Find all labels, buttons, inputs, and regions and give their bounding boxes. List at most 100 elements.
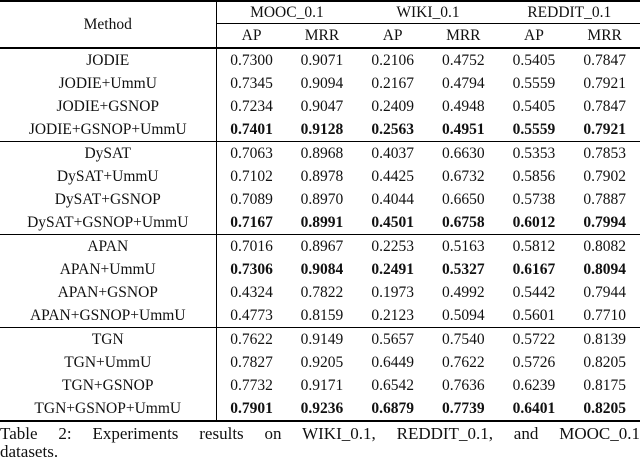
value-cell: 0.7847 [583, 52, 626, 69]
value-cell: 0.8175 [583, 377, 626, 394]
subheader-mrr-wiki: MRR [427, 23, 499, 49]
value-cell: 0.2106 [371, 52, 414, 69]
table-row: JODIE+UmmU 0.7345 0.9094 0.2167 0.4794 0.5559… [0, 72, 640, 95]
method-cell: TGN+GSNOP [0, 374, 217, 397]
caption-line-2: datasets. [0, 442, 59, 461]
method-cell: JODIE+GSNOP+UmmU [0, 118, 217, 142]
value-cell: 0.6650 [441, 191, 485, 208]
value-cell: 0.7827 [230, 354, 273, 371]
value-cell: 0.7234 [230, 98, 273, 115]
row-group: APAN 0.7016 0.8967 0.2253 0.5163 0.5812 0.8082… [0, 234, 640, 328]
value-cell: 0.8970 [300, 191, 344, 208]
value-cell: 0.6167 [512, 261, 556, 278]
method-cell: APAN+UmmU [0, 258, 217, 281]
value-cell: 0.9205 [300, 354, 344, 371]
subheader-mrr-mooc: MRR [286, 23, 358, 49]
value-cell: 0.5405 [512, 52, 556, 69]
value-cell: 0.6542 [371, 377, 414, 394]
group-header-mooc: MOOC_0.1 [216, 1, 358, 24]
value-cell: 0.5726 [512, 354, 556, 371]
value-cell: 0.5163 [441, 238, 485, 255]
value-cell: 0.6758 [441, 214, 485, 231]
method-cell: APAN [0, 234, 217, 258]
caption-line-1: Table 2: Experiments results on WIKI_0.1… [0, 424, 640, 443]
value-cell: 0.5405 [512, 98, 556, 115]
value-cell: 0.7089 [230, 191, 273, 208]
value-cell: 0.2167 [371, 75, 414, 92]
value-cell: 0.5442 [512, 284, 556, 301]
value-cell: 0.7345 [230, 75, 273, 92]
value-cell: 0.5738 [512, 191, 556, 208]
table-row: DySAT+GSNOP 0.7089 0.8970 0.4044 0.6650 0.573… [0, 188, 640, 211]
value-cell: 0.7167 [230, 214, 273, 231]
method-cell: DySAT [0, 141, 217, 165]
table-row: DySAT 0.7063 0.8968 0.4037 0.6630 0.5353 0.785… [0, 141, 640, 165]
value-cell: 0.2491 [371, 261, 414, 278]
value-cell: 0.8094 [583, 261, 626, 278]
value-cell: 0.5559 [512, 121, 556, 138]
value-cell: 0.4948 [441, 98, 485, 115]
value-cell: 0.2563 [371, 121, 414, 138]
value-cell: 0.1973 [371, 284, 414, 301]
subheader-row: AP MRR AP MRR AP MRR [0, 23, 640, 49]
group-header-reddit: REDDIT_0.1 [498, 1, 640, 24]
value-cell: 0.7902 [583, 168, 626, 185]
subheader-mrr-reddit: MRR [569, 23, 640, 49]
value-cell: 0.7622 [441, 354, 485, 371]
value-cell: 0.7732 [230, 377, 273, 394]
value-cell: 0.5327 [441, 261, 485, 278]
value-cell: 0.8968 [300, 145, 344, 162]
value-cell: 0.5094 [441, 307, 485, 324]
value-cell: 0.9236 [300, 400, 344, 417]
method-cell: JODIE [0, 48, 217, 72]
method-column-header: Method [0, 1, 217, 49]
value-cell: 0.7306 [230, 261, 273, 278]
value-cell: 0.9071 [300, 52, 344, 69]
table-row: JODIE+GSNOP 0.7234 0.9047 0.2409 0.4948 0.540… [0, 95, 640, 118]
value-cell: 0.5559 [512, 75, 556, 92]
table-row: APAN+GSNOP 0.4324 0.7822 0.1973 0.4992 0.5442… [0, 281, 640, 304]
table-row: APAN+GSNOP+UmmU 0.4773 0.8159 0.2123 0.5094 0… [0, 304, 640, 328]
value-cell: 0.9094 [300, 75, 344, 92]
table-row: TGN+GSNOP 0.7732 0.9171 0.6542 0.7636 0.6239 0… [0, 374, 640, 397]
method-cell: TGN+GSNOP+UmmU [0, 397, 217, 421]
value-cell: 0.7847 [583, 98, 626, 115]
value-cell: 0.6879 [371, 400, 414, 417]
value-cell: 0.4501 [371, 214, 414, 231]
value-cell: 0.8139 [583, 331, 626, 348]
table-row: DySAT+GSNOP+UmmU 0.7167 0.8991 0.4501 0.6758… [0, 211, 640, 235]
table-row: JODIE+GSNOP+UmmU 0.7401 0.9128 0.2563 0.4951… [0, 118, 640, 142]
value-cell: 0.7921 [583, 121, 626, 138]
value-cell: 0.6239 [512, 377, 556, 394]
table-row: TGN 0.7622 0.9149 0.5657 0.7540 0.5722 0.8139 [0, 327, 640, 351]
value-cell: 0.7901 [230, 400, 273, 417]
method-cell: APAN+GSNOP [0, 281, 217, 304]
group-header-row: Method MOOC_0.1 WIKI_0.1 REDDIT_0.1 [0, 1, 640, 49]
table-row: TGN+GSNOP+UmmU 0.7901 0.9236 0.6879 0.7739 0.… [0, 397, 640, 421]
value-cell: 0.8159 [300, 307, 344, 324]
value-cell: 0.7102 [230, 168, 273, 185]
subheader-ap-wiki: AP [357, 23, 428, 49]
value-cell: 0.2123 [371, 307, 414, 324]
value-cell: 0.7822 [300, 284, 344, 301]
row-group: DySAT 0.7063 0.8968 0.4037 0.6630 0.5353 0.785… [0, 141, 640, 235]
table-row: TGN+UmmU 0.7827 0.9205 0.6449 0.7622 0.5726 0.… [0, 351, 640, 374]
value-cell: 0.4324 [230, 284, 273, 301]
value-cell: 0.7401 [230, 121, 273, 138]
value-cell: 0.8978 [300, 168, 344, 185]
value-cell: 0.4752 [441, 52, 485, 69]
value-cell: 0.4951 [441, 121, 485, 138]
value-cell: 0.7622 [230, 331, 273, 348]
value-cell: 0.6449 [371, 354, 414, 371]
value-cell: 0.5812 [512, 238, 556, 255]
value-cell: 0.7853 [583, 145, 626, 162]
subheader-ap-mooc: AP [216, 23, 287, 49]
value-cell: 0.5856 [512, 168, 556, 185]
row-group: JODIE 0.7300 0.9071 0.2106 0.4752 0.5405 0.784… [0, 48, 640, 142]
method-cell: APAN+GSNOP+UmmU [0, 304, 217, 328]
table-caption: Table 2: Experiments results on WIKI_0.1… [0, 425, 640, 461]
value-cell: 0.9149 [300, 331, 344, 348]
method-cell: JODIE+UmmU [0, 72, 217, 95]
table-row: APAN 0.7016 0.8967 0.2253 0.5163 0.5812 0.8082 [0, 234, 640, 258]
results-table: Method MOOC_0.1 WIKI_0.1 REDDIT_0.1 AP M… [0, 0, 640, 422]
